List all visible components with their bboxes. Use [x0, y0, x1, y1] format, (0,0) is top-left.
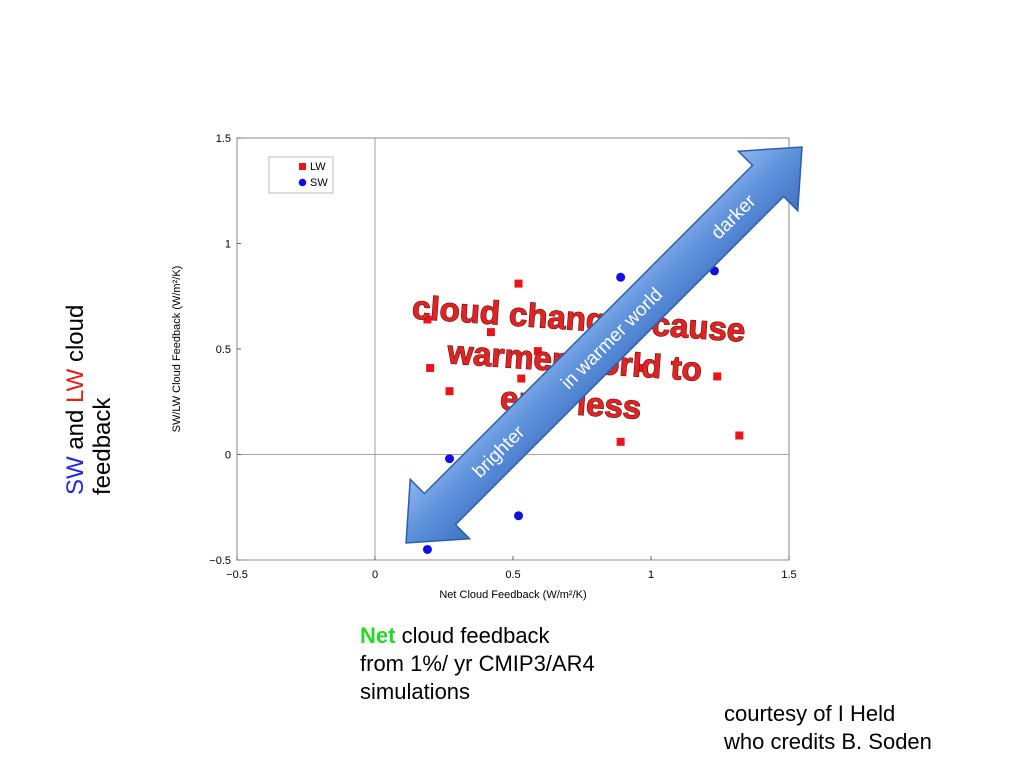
y-tick-label: −0.5	[209, 555, 231, 567]
y-tick-label: 0	[225, 450, 231, 462]
y-tick-label: 0.5	[216, 344, 231, 356]
x-tick-label: 0.5	[505, 569, 520, 581]
lw-point	[445, 387, 454, 396]
lw-point	[517, 374, 526, 383]
lw-point	[423, 315, 432, 324]
credit-line1: courtesy of I Held	[724, 701, 896, 726]
legend-sw-label: SW	[310, 177, 328, 189]
x-axis-caption: Net cloud feedback from 1%/ yr CMIP3/AR4…	[360, 622, 690, 706]
caption-line1-rest: cloud feedback	[395, 623, 550, 648]
lw-point	[486, 328, 495, 337]
plot-area	[236, 137, 790, 561]
legend-sw-marker	[298, 178, 307, 187]
x-tick-label: 1.5	[781, 569, 796, 581]
sw-point	[445, 454, 455, 464]
x-tick-label: 0	[372, 569, 378, 581]
sw-point	[616, 272, 626, 282]
caption-line2: from 1%/ yr CMIP3/AR4	[360, 651, 595, 676]
x-tick-label: −0.5	[226, 569, 248, 581]
y-axis-title: SW/LW Cloud Feedback (W/m²/K)	[171, 266, 183, 433]
legend-lw-label: LW	[310, 161, 326, 173]
sw-point	[422, 544, 432, 554]
y-tick-label: 1	[225, 239, 231, 251]
credit-text: courtesy of I Held who credits B. Soden	[724, 700, 1024, 756]
sw-point	[514, 511, 524, 521]
y-tick-label: 1.5	[216, 133, 231, 145]
lw-point	[735, 431, 744, 440]
lw-point	[426, 363, 435, 372]
credit-line2: who credits B. Soden	[724, 729, 932, 754]
legend-lw-marker	[299, 163, 306, 170]
net-label: Net	[360, 623, 396, 648]
lw-point	[638, 363, 647, 372]
caption-line3: simulations	[360, 679, 471, 704]
x-tick-label: 1	[648, 569, 654, 581]
lw-point	[514, 279, 523, 288]
lw-point	[616, 437, 625, 446]
legend: LW SW	[268, 156, 334, 194]
lw-point	[533, 347, 542, 356]
x-axis-title: Net Cloud Feedback (W/m²/K)	[439, 589, 586, 601]
lw-point	[713, 372, 722, 381]
